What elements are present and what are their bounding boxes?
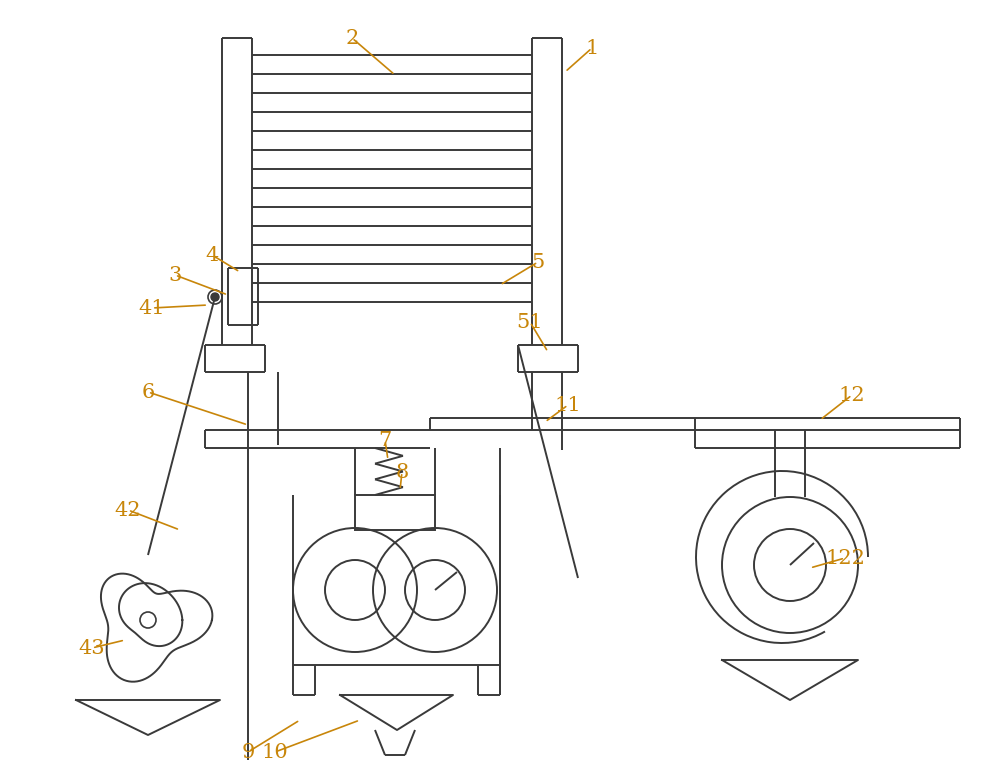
Text: 41: 41	[139, 299, 165, 318]
Text: 10: 10	[262, 742, 288, 761]
Text: 11: 11	[555, 395, 581, 415]
Circle shape	[211, 293, 219, 301]
Text: 12: 12	[839, 386, 865, 405]
Text: 122: 122	[825, 549, 865, 568]
Text: 51: 51	[517, 313, 543, 332]
Text: 9: 9	[241, 742, 255, 761]
Text: 6: 6	[141, 383, 155, 401]
Text: 2: 2	[345, 28, 359, 48]
Text: 1: 1	[585, 38, 599, 57]
Text: 3: 3	[168, 266, 182, 285]
Text: 7: 7	[378, 430, 392, 449]
Text: 42: 42	[115, 500, 141, 520]
Text: 5: 5	[531, 252, 545, 271]
Text: 8: 8	[395, 463, 409, 481]
Text: 4: 4	[205, 245, 219, 264]
Text: 43: 43	[79, 638, 105, 658]
Bar	[355, 495, 435, 530]
